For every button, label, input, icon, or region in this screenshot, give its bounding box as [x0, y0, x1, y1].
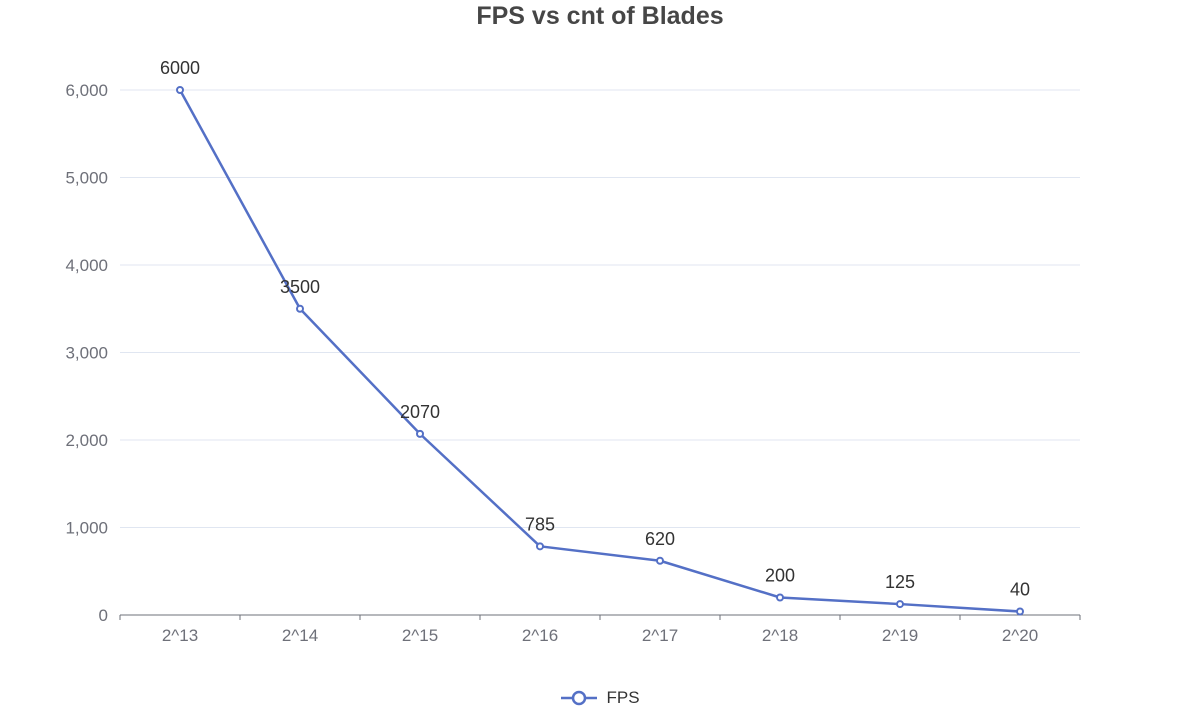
series-line-fps — [178, 89, 1021, 613]
data-point — [536, 542, 544, 551]
data-points — [176, 86, 1024, 616]
x-tick-label: 2^15 — [402, 626, 438, 645]
data-point — [1016, 607, 1024, 616]
grid-lines — [120, 89, 1080, 528]
y-tick-label: 0 — [99, 606, 108, 625]
data-point — [776, 593, 784, 602]
data-point — [176, 86, 184, 94]
x-tick-label: 2^18 — [762, 626, 798, 645]
x-tick-label: 2^14 — [282, 626, 318, 645]
y-tick-label: 1,000 — [65, 519, 108, 538]
x-axis: 2^13 2^14 2^15 2^16 2^17 2^18 2^19 2^20 — [119, 614, 1081, 645]
data-point — [416, 429, 424, 438]
data-label: 2070 — [400, 402, 440, 422]
x-tick-label: 2^19 — [882, 626, 918, 645]
y-axis-labels: 0 1,000 2,000 3,000 4,000 5,000 6,000 — [65, 81, 108, 625]
data-label: 620 — [645, 529, 675, 549]
legend-label-fps: FPS — [606, 688, 640, 707]
y-tick-label: 2,000 — [65, 431, 108, 450]
series-line-layer — [178, 89, 1021, 613]
chart-title: FPS vs cnt of Blades — [476, 2, 724, 30]
y-tick-label: 3,000 — [65, 344, 108, 363]
data-label: 6000 — [160, 58, 200, 78]
y-tick-label: 4,000 — [65, 256, 108, 275]
x-tick-label: 2^20 — [1002, 626, 1038, 645]
data-label: 125 — [885, 572, 915, 592]
data-label: 40 — [1010, 580, 1030, 600]
x-tick-label: 2^13 — [162, 626, 198, 645]
data-label: 200 — [765, 566, 795, 586]
data-point — [656, 556, 664, 565]
y-tick-label: 6,000 — [65, 81, 108, 100]
x-tick-label: 2^16 — [522, 626, 558, 645]
data-label: 785 — [525, 514, 555, 534]
data-point — [296, 304, 304, 313]
x-tick-label: 2^17 — [642, 626, 678, 645]
legend[interactable]: FPS — [0, 688, 1200, 708]
data-point — [896, 600, 904, 609]
y-tick-label: 5,000 — [65, 169, 108, 188]
data-labels: 6000 3500 2070 785 620 200 125 40 — [160, 58, 1030, 600]
data-label: 3500 — [280, 277, 320, 297]
legend-line-icon — [561, 690, 598, 706]
